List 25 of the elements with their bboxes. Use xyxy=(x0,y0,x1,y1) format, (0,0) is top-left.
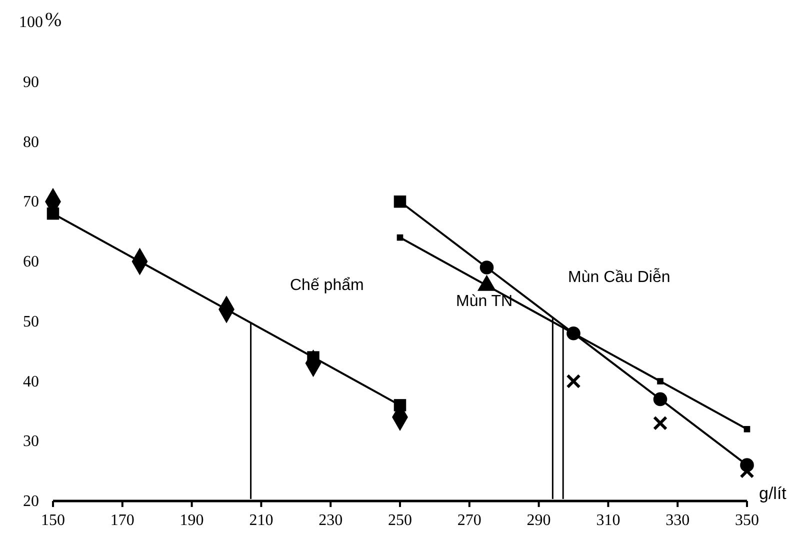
y-tick-label: 100 xyxy=(19,14,43,31)
x-tick-label: 230 xyxy=(318,512,343,529)
annotation: Mùn Cầu Diễn xyxy=(568,268,670,286)
y-tick-label: 80 xyxy=(23,134,39,151)
annotation: Mùn TN xyxy=(456,293,513,310)
x-tick-label: 170 xyxy=(110,512,134,529)
y-tick-label: 50 xyxy=(23,313,39,330)
x-tick-label: 330 xyxy=(666,512,690,529)
x-tick-label: 150 xyxy=(41,512,65,529)
x-tick-label: 250 xyxy=(388,512,412,529)
y-tick-label: 40 xyxy=(23,373,39,390)
x-tick-label: 350 xyxy=(735,512,759,529)
y-tick-label: 60 xyxy=(23,254,39,270)
x-axis-title: g/lít xyxy=(759,484,787,503)
y-tick-label: 30 xyxy=(23,433,39,450)
x-tick-label: 290 xyxy=(526,512,551,529)
annotation: Chế phẩm xyxy=(290,277,364,294)
y-axis-title: % xyxy=(45,9,62,31)
y-tick-label: 90 xyxy=(23,74,39,91)
y-tick-label: 20 xyxy=(23,493,39,510)
x-tick-label: 210 xyxy=(249,512,274,529)
x-tick-label: 310 xyxy=(596,512,620,529)
y-tick-label: 70 xyxy=(23,194,39,211)
x-tick-label: 270 xyxy=(457,512,482,529)
x-tick-label: 190 xyxy=(180,512,204,529)
